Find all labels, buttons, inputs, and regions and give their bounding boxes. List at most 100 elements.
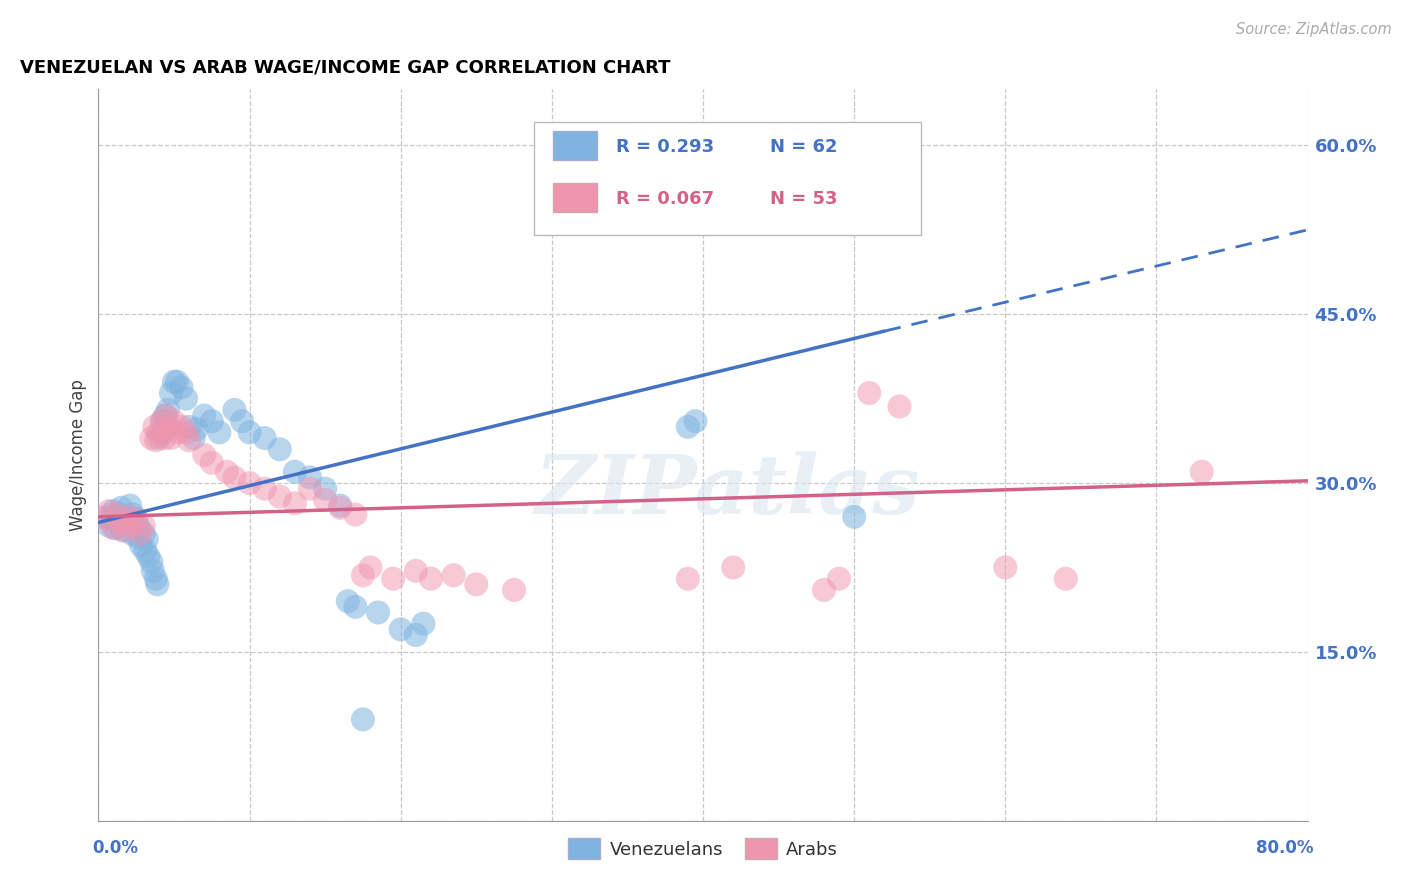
Point	[150, 414, 173, 428]
Point	[844, 509, 866, 524]
Point	[367, 606, 389, 620]
Text: N = 53: N = 53	[769, 190, 837, 208]
Point	[269, 490, 291, 504]
Point	[118, 512, 141, 526]
Point	[344, 508, 367, 522]
Text: ZIPatlas: ZIPatlas	[534, 451, 920, 532]
Point	[299, 482, 322, 496]
Point	[110, 516, 132, 530]
Point	[98, 518, 121, 533]
Point	[112, 524, 135, 538]
Point	[145, 572, 167, 586]
Point	[299, 470, 322, 484]
Point	[129, 538, 152, 552]
Point	[208, 425, 231, 440]
Point	[193, 409, 215, 423]
Point	[103, 521, 125, 535]
Point	[314, 492, 336, 507]
Point	[412, 616, 434, 631]
Point	[889, 400, 911, 414]
Y-axis label: Wage/Income Gap: Wage/Income Gap	[69, 379, 87, 531]
Point	[132, 526, 155, 541]
FancyBboxPatch shape	[534, 122, 921, 235]
Point	[107, 508, 129, 522]
Point	[163, 414, 186, 428]
Point	[146, 577, 169, 591]
Point	[155, 409, 177, 423]
Point	[128, 521, 150, 535]
Point	[125, 512, 148, 526]
Point	[329, 500, 352, 515]
Text: 0.0%: 0.0%	[93, 838, 138, 857]
Point	[360, 560, 382, 574]
Point	[132, 518, 155, 533]
Text: R = 0.293: R = 0.293	[616, 137, 714, 156]
Point	[114, 516, 136, 531]
Point	[142, 564, 165, 578]
Point	[503, 582, 526, 597]
Point	[186, 422, 208, 436]
Point	[160, 431, 183, 445]
Point	[111, 524, 134, 538]
Point	[170, 380, 193, 394]
Point	[94, 509, 117, 524]
Legend: Venezuelans, Arabs: Venezuelans, Arabs	[561, 831, 845, 866]
Point	[269, 442, 291, 457]
Point	[134, 543, 156, 558]
Point	[159, 422, 181, 436]
Point	[828, 572, 851, 586]
Point	[676, 419, 699, 434]
Point	[179, 419, 201, 434]
Point	[183, 431, 205, 445]
Point	[94, 512, 117, 526]
Point	[224, 403, 246, 417]
Point	[179, 434, 201, 448]
Point	[136, 549, 159, 564]
Point	[215, 465, 238, 479]
Point	[103, 504, 125, 518]
Point	[135, 533, 157, 547]
Point	[163, 375, 186, 389]
Point	[344, 599, 367, 614]
Point	[239, 425, 262, 440]
Point	[156, 403, 179, 417]
Point	[405, 628, 427, 642]
Point	[685, 414, 707, 428]
Text: VENEZUELAN VS ARAB WAGE/INCOME GAP CORRELATION CHART: VENEZUELAN VS ARAB WAGE/INCOME GAP CORRE…	[20, 59, 671, 77]
Point	[201, 414, 224, 428]
Point	[465, 577, 488, 591]
Point	[153, 431, 176, 445]
Point	[166, 375, 188, 389]
Point	[420, 572, 443, 586]
Point	[336, 594, 359, 608]
Point	[121, 518, 143, 533]
Point	[141, 431, 163, 445]
Point	[148, 425, 170, 440]
Point	[127, 530, 149, 544]
Point	[122, 508, 145, 522]
Point	[723, 560, 745, 574]
Point	[153, 409, 176, 423]
Point	[329, 499, 352, 513]
Point	[284, 465, 307, 479]
Point	[152, 425, 174, 440]
Point	[166, 425, 188, 440]
Point	[858, 386, 880, 401]
Point	[170, 419, 193, 434]
Point	[352, 568, 374, 582]
Point	[352, 712, 374, 726]
Point	[148, 431, 170, 445]
Point	[120, 499, 142, 513]
Point	[104, 521, 127, 535]
Point	[129, 526, 152, 541]
Point	[231, 414, 253, 428]
Point	[105, 508, 128, 522]
Point	[98, 504, 121, 518]
Point	[110, 500, 132, 515]
Text: N = 62: N = 62	[769, 137, 837, 156]
Point	[201, 456, 224, 470]
Point	[121, 526, 143, 541]
Text: R = 0.067: R = 0.067	[616, 190, 714, 208]
Point	[314, 482, 336, 496]
Point	[115, 509, 138, 524]
